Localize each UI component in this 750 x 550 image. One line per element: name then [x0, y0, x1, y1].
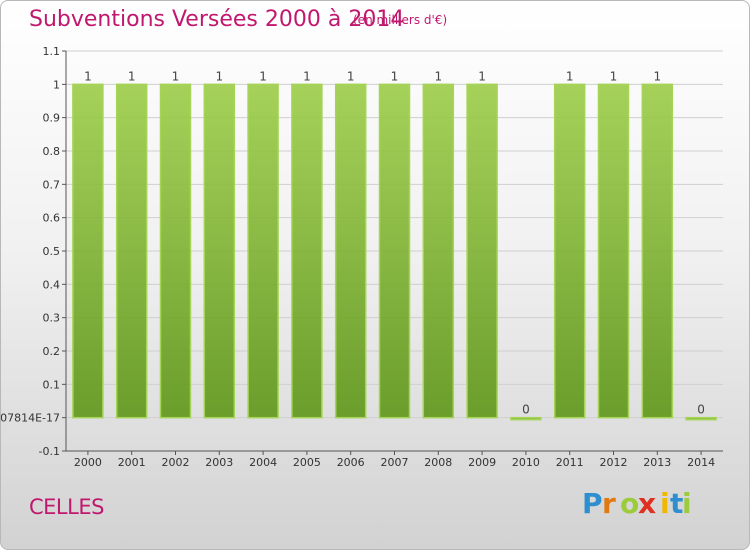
- logo-letter: r: [602, 487, 616, 520]
- bar-group: [115, 83, 148, 419]
- bar-value-label: 1: [566, 69, 574, 83]
- bar-group: [247, 83, 279, 419]
- x-tick-label: 2003: [205, 456, 233, 469]
- y-tick-label: 0.4: [43, 278, 61, 291]
- y-tick-label: 1.1: [43, 45, 61, 58]
- x-tick-label: 2008: [424, 456, 452, 469]
- y-tick-label: 0.3: [43, 312, 61, 325]
- bar-value-label: 1: [478, 69, 486, 83]
- bar-value-label: 1: [128, 69, 136, 83]
- chart-title: Subventions Versées 2000 à 2014: [29, 7, 405, 32]
- bar: [597, 83, 630, 419]
- commune-name: CELLES: [29, 495, 104, 519]
- x-tick-label: 2006: [337, 456, 365, 469]
- bar: [553, 83, 586, 419]
- bar: [291, 83, 323, 419]
- bar-group: [597, 83, 630, 419]
- bar-group: [159, 83, 192, 419]
- logo-letter: x: [638, 487, 657, 520]
- bar-group: [334, 83, 367, 419]
- x-tick-label: 2014: [687, 456, 715, 469]
- y-tick-label: 0.6: [43, 212, 61, 225]
- y-tick-label: -0.1: [39, 445, 60, 458]
- bar-group: [466, 83, 498, 419]
- x-tick-label: 2011: [556, 456, 584, 469]
- bar: [115, 83, 148, 419]
- bar-value-label: 0: [697, 403, 705, 417]
- bar: [159, 83, 192, 419]
- bar: [203, 83, 236, 419]
- x-tick-label: 2013: [643, 456, 671, 469]
- bar: [641, 83, 674, 419]
- bar-value-label: 1: [391, 69, 399, 83]
- unit-label: (en milliers d'€): [353, 13, 448, 27]
- x-tick-label: 2001: [118, 456, 146, 469]
- bar-value-label: 1: [259, 69, 267, 83]
- y-tick-label: 0.7: [43, 178, 61, 191]
- y-tick-label: 0.5: [43, 245, 61, 258]
- bar-group: [685, 416, 717, 421]
- x-tick-label: 2005: [293, 456, 321, 469]
- bar-group: [378, 83, 411, 419]
- x-tick-label: 2000: [74, 456, 102, 469]
- bar-value-label: 1: [347, 69, 355, 83]
- y-tick-label: 0.2: [43, 345, 61, 358]
- bar: [334, 83, 367, 419]
- y-tick-label: -1.3877787807814E-17: [1, 412, 60, 425]
- logo-letter: i: [660, 487, 670, 520]
- bar-value-label: 1: [84, 69, 92, 83]
- bar-value-label: 1: [215, 69, 223, 83]
- y-tick-label: 0.9: [43, 112, 61, 125]
- bar-value-label: 1: [610, 69, 618, 83]
- y-tick-label: 1: [53, 78, 60, 91]
- logo-letter: t: [670, 487, 684, 520]
- bar-value-label: 0: [522, 403, 530, 417]
- x-tick-label: 2007: [381, 456, 409, 469]
- bar-group: [72, 83, 104, 419]
- x-tick-label: 2002: [162, 456, 190, 469]
- bar-value-label: 1: [434, 69, 442, 83]
- bar-group: [422, 83, 455, 419]
- x-tick-label: 2004: [249, 456, 277, 469]
- bar-value-label: 1: [172, 69, 180, 83]
- y-tick-label: 0.8: [43, 145, 61, 158]
- logo-letter: o: [620, 487, 640, 520]
- bar: [510, 416, 542, 421]
- bar: [247, 83, 279, 419]
- bar: [378, 83, 411, 419]
- bar: [422, 83, 455, 419]
- bar-value-label: 1: [303, 69, 311, 83]
- bar-group: [510, 416, 542, 421]
- x-tick-label: 2010: [512, 456, 540, 469]
- bar-group: [203, 83, 236, 419]
- logo-letter: i: [682, 487, 692, 520]
- bar-group: [553, 83, 586, 419]
- y-tick-label: 0.1: [43, 378, 61, 391]
- bar: [685, 416, 717, 421]
- logo-letter: P: [582, 487, 603, 520]
- x-tick-label: 2009: [468, 456, 496, 469]
- bar: [466, 83, 498, 419]
- bar-group: [291, 83, 323, 419]
- x-tick-label: 2012: [600, 456, 628, 469]
- bar: [72, 83, 104, 419]
- bar-value-label: 1: [653, 69, 661, 83]
- bar-group: [641, 83, 674, 419]
